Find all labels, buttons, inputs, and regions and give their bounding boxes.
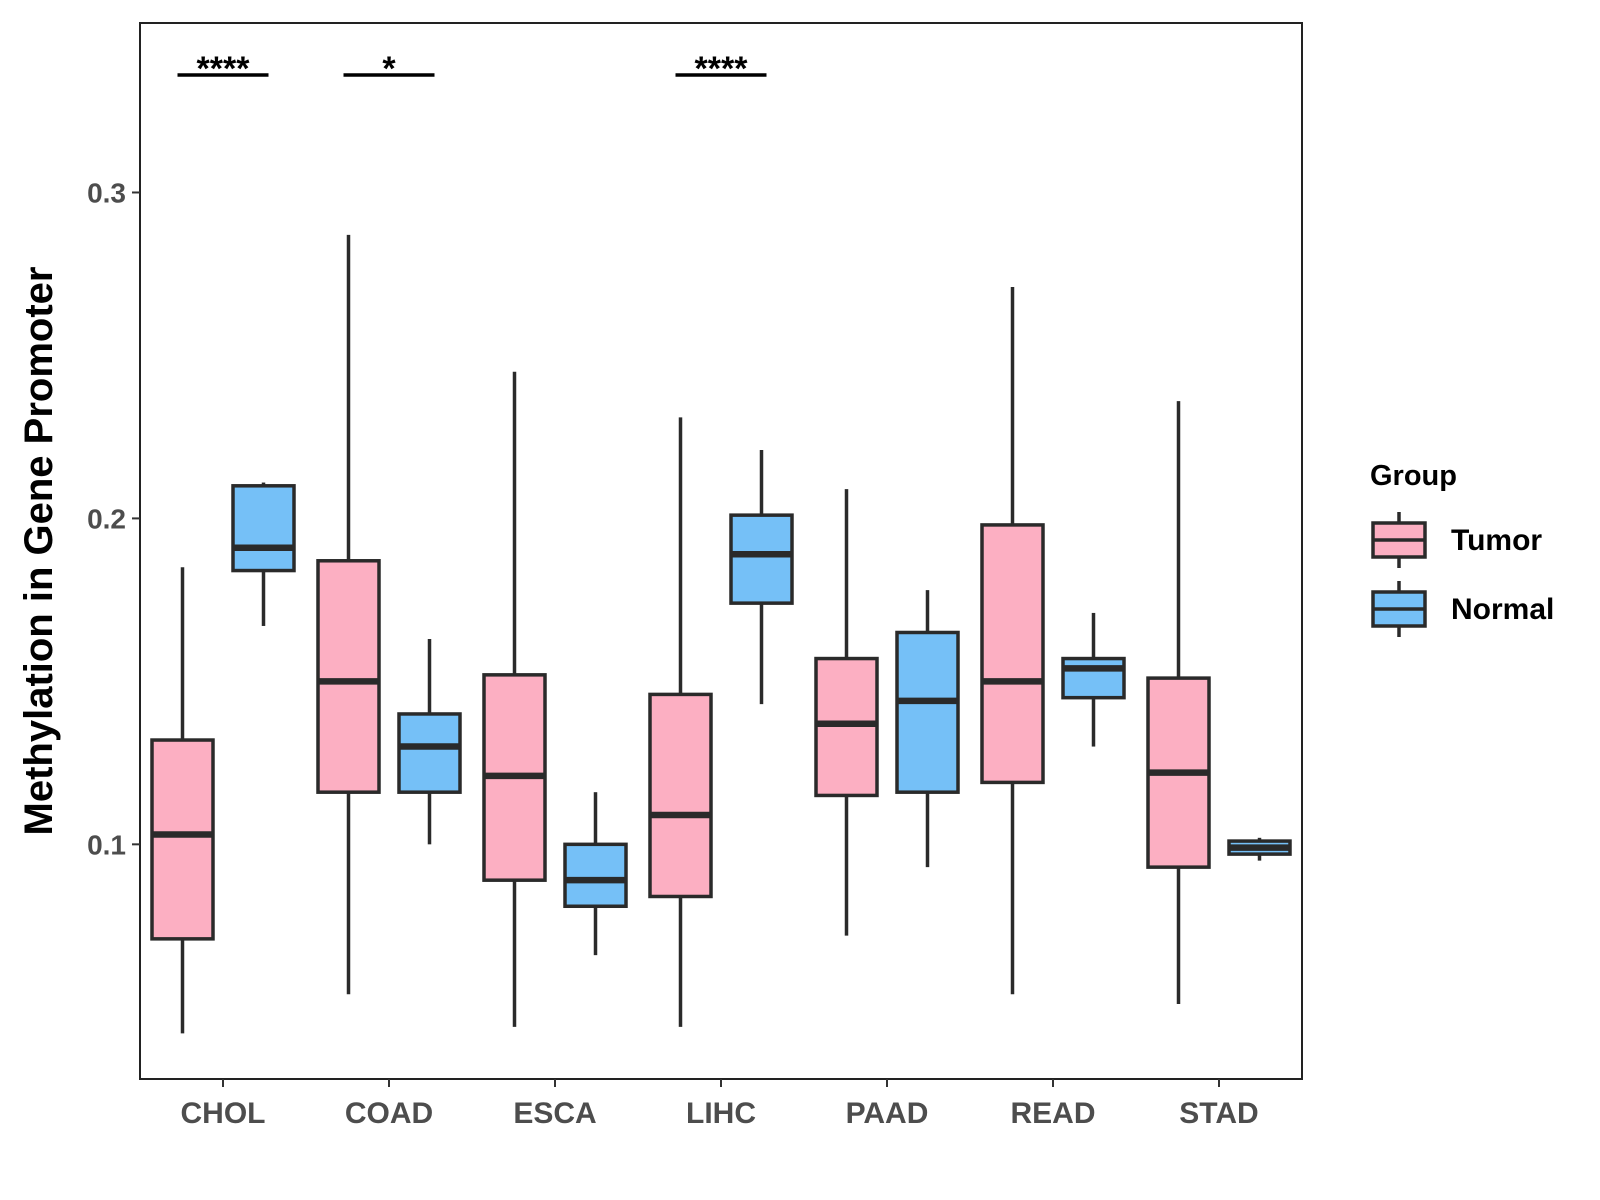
legend-label: Normal (1451, 593, 1554, 626)
box-iqr (729, 513, 794, 605)
box-normal-stad (1227, 837, 1292, 861)
x-tick-label: COAD (345, 1097, 433, 1130)
plot-panel-border (139, 22, 1303, 1080)
box-normal-lihc (729, 449, 794, 705)
significance-chol: **** (177, 50, 269, 88)
box-tumor-esca (482, 371, 547, 1027)
box-normal-chol (231, 482, 296, 626)
legend-key-tumor: Tumor (1371, 512, 1542, 568)
significance-label: **** (695, 50, 749, 88)
x-tick-label: CHOL (181, 1097, 266, 1130)
box-normal-paad (895, 590, 960, 868)
box-tumor-lihc (648, 417, 713, 1027)
box-iqr (895, 630, 960, 794)
x-tick-label: STAD (1179, 1097, 1258, 1130)
box-normal-esca (563, 792, 628, 956)
box-iqr (150, 738, 215, 941)
axes: 0.1 0.2 0.3 CHOL COAD ESCA LIHC PAAD READ STAD (87, 177, 1259, 1130)
box-iqr (648, 692, 713, 899)
box-iqr (397, 712, 462, 794)
x-tick-label: ESCA (513, 1097, 596, 1130)
box-normal-read (1061, 612, 1126, 747)
significance-label: * (382, 50, 396, 88)
significance-label: **** (197, 50, 251, 88)
legend-title: Group (1370, 460, 1457, 492)
box-iqr (980, 523, 1045, 785)
box-tumor-stad (1146, 401, 1211, 1005)
significance-coad: * (343, 50, 435, 88)
box-iqr (231, 484, 296, 573)
box-tumor-read (980, 287, 1045, 995)
significance-lihc: **** (675, 50, 767, 88)
y-tick-label: 0.3 (87, 177, 126, 208)
x-tick-label: READ (1010, 1097, 1095, 1130)
significance-annotations: **** * **** (177, 50, 767, 88)
legend-items: Tumor Normal (1371, 512, 1554, 637)
legend-label: Tumor (1451, 524, 1542, 557)
box-iqr (814, 656, 879, 798)
box-iqr (316, 559, 381, 794)
box-iqr (563, 842, 628, 909)
x-tick-label: PAAD (846, 1097, 929, 1130)
legend: Group Tumor Normal (1370, 460, 1554, 637)
box-normal-coad (397, 639, 462, 845)
box-tumor-coad (316, 234, 381, 995)
y-tick-label: 0.2 (87, 503, 126, 534)
boxes-layer (150, 234, 1292, 1034)
box-iqr (1061, 656, 1126, 700)
legend-key-normal: Normal (1371, 581, 1554, 637)
box-tumor-paad (814, 489, 879, 936)
y-axis-title: Methylation in Gene Promoter (17, 267, 61, 836)
box-tumor-chol (150, 567, 215, 1034)
x-tick-label: LIHC (686, 1097, 756, 1130)
y-tick-label: 0.1 (87, 829, 126, 860)
